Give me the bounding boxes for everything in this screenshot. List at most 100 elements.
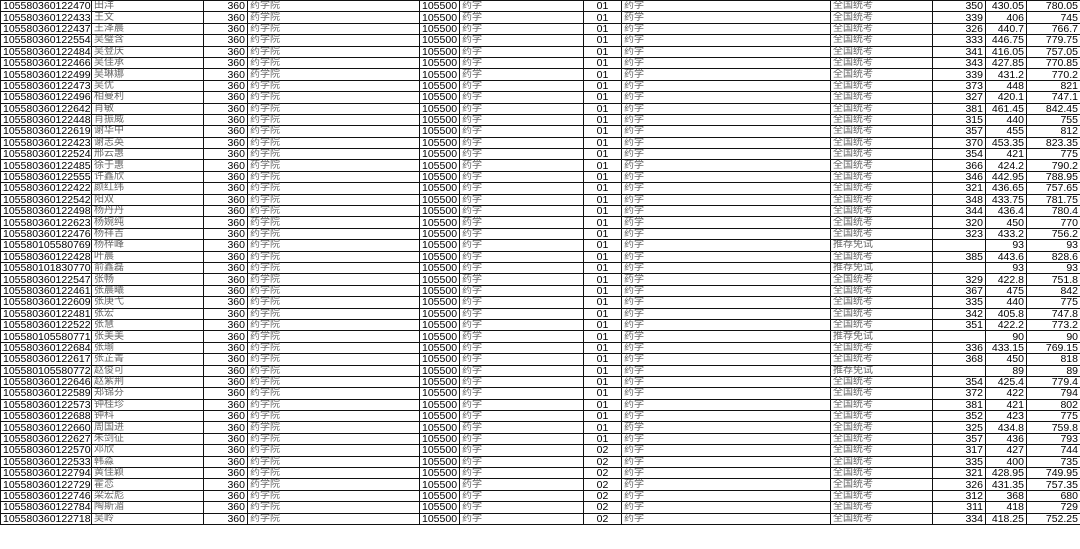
- cell-exam-type: 全国统考: [830, 341, 933, 355]
- cell-direction-code: 01: [583, 387, 622, 400]
- table-row: 105580360122688 钟科 360 药学院 105500 药学 01 药学 全国统考 3…: [0, 410, 1080, 423]
- cell-score-total: 842.45: [1026, 102, 1080, 115]
- cell-direction: 药学: [621, 284, 831, 298]
- cell-score-total: 781.75: [1026, 193, 1080, 207]
- cell-id: 105580360122423: [0, 136, 92, 150]
- cell-score-retest: 406: [985, 11, 1027, 24]
- cell-exam-type: 全国统考: [830, 68, 933, 81]
- cell-id: 105580360122466: [0, 56, 92, 70]
- cell-major: 药学: [459, 501, 584, 514]
- cell-school: 药学院: [247, 387, 420, 400]
- cell-school-code: 360: [203, 239, 248, 252]
- cell-direction: 药学: [621, 56, 831, 70]
- cell-direction-code: 01: [583, 91, 622, 104]
- cell-major-code: 105500: [419, 341, 460, 355]
- cell-score-initial: 366: [932, 159, 986, 172]
- table-row: 105580360122589 郑锦芬 360 药学院 105500 药学 01 药学 全国统考…: [0, 387, 1080, 400]
- cell-score-initial: 357: [932, 432, 986, 446]
- cell-name: 杨丹丹: [91, 205, 204, 218]
- cell-name: 郑锦芬: [91, 387, 204, 400]
- cell-direction: 药学: [621, 216, 831, 229]
- cell-score-initial: [932, 261, 986, 275]
- cell-major: 药学: [459, 68, 584, 81]
- cell-school: 药学院: [247, 296, 420, 309]
- cell-major-code: 105500: [419, 501, 460, 514]
- cell-score-initial: 370: [932, 136, 986, 150]
- table-row: 105580360122470 田洋 360 药学院 105500 药学 01 药学 全国统考 3…: [0, 0, 1080, 13]
- cell-major-code: 105500: [419, 387, 460, 400]
- cell-score-retest: 455: [985, 125, 1027, 138]
- cell-major: 药学: [459, 261, 584, 275]
- cell-score-retest: 427.85: [985, 56, 1027, 70]
- cell-school-code: 360: [203, 102, 248, 115]
- cell-score-retest: 418.25: [985, 512, 1027, 525]
- cell-school: 药学院: [247, 216, 420, 229]
- cell-direction: 药学: [621, 398, 831, 412]
- cell-score-initial: 357: [932, 125, 986, 138]
- cell-direction-code: 02: [583, 466, 622, 480]
- cell-school-code: 360: [203, 79, 248, 93]
- cell-school-code: 360: [203, 307, 248, 320]
- cell-score-retest: 436.65: [985, 182, 1027, 195]
- table-row: 105580360122522 张慧 360 药学院 105500 药学 01 药学 全国统考 3…: [0, 318, 1080, 332]
- cell-score-total: 812: [1026, 125, 1080, 138]
- cell-name: 赵俊可: [91, 364, 204, 377]
- cell-exam-type: 全国统考: [830, 11, 933, 24]
- cell-direction: 药学: [621, 455, 831, 469]
- cell-id: 105580360122481: [0, 307, 92, 320]
- cell-major-code: 105500: [419, 182, 460, 195]
- table-row: 105580360122437 王泽晨 360 药学院 105500 药学 01 药学 全国统考…: [0, 22, 1080, 36]
- cell-major-code: 105500: [419, 79, 460, 93]
- cell-score-retest: 93: [985, 239, 1027, 252]
- cell-id: 105580105580769: [0, 239, 92, 252]
- cell-exam-type: 推荐免试: [830, 239, 933, 252]
- cell-major-code: 105500: [419, 45, 460, 58]
- cell-name: 张芷菁: [91, 353, 204, 366]
- cell-score-retest: 405.8: [985, 307, 1027, 320]
- cell-major: 药学: [459, 0, 584, 13]
- cell-school-code: 360: [203, 250, 248, 264]
- cell-score-initial: 346: [932, 170, 986, 184]
- cell-score-total: 90: [1026, 330, 1080, 343]
- cell-score-retest: 431.35: [985, 478, 1027, 491]
- cell-school-code: 360: [203, 341, 248, 355]
- cell-score-retest: 446.75: [985, 34, 1027, 47]
- table-row: 105580360122524 邢云惠 360 药学院 105500 药学 01 药学 全国统考…: [0, 148, 1080, 161]
- cell-score-initial: 311: [932, 501, 986, 514]
- table-row: 105580360122542 阳双 360 药学院 105500 药学 01 药学 全国统考 3…: [0, 193, 1080, 207]
- cell-id: 105580360122461: [0, 284, 92, 298]
- cell-school: 药学院: [247, 353, 420, 366]
- cell-direction-code: 01: [583, 0, 622, 13]
- cell-name: 肖敏: [91, 102, 204, 115]
- table-row: 105580360122627 朱剑征 360 药学院 105500 药学 01 药学 全国统考…: [0, 432, 1080, 446]
- cell-direction-code: 01: [583, 193, 622, 207]
- cell-exam-type: 全国统考: [830, 410, 933, 423]
- cell-school: 药学院: [247, 170, 420, 184]
- cell-major: 药学: [459, 216, 584, 229]
- cell-exam-type: 全国统考: [830, 125, 933, 138]
- cell-school: 药学院: [247, 182, 420, 195]
- cell-direction-code: 02: [583, 512, 622, 525]
- cell-score-retest: 453.35: [985, 136, 1027, 150]
- cell-school-code: 360: [203, 159, 248, 172]
- cell-direction-code: 01: [583, 159, 622, 172]
- cell-school: 药学院: [247, 136, 420, 150]
- table-row: 105580360122498 杨丹丹 360 药学院 105500 药学 01 药学 全国统考…: [0, 205, 1080, 218]
- cell-score-total: 773.2: [1026, 318, 1080, 332]
- cell-major: 药学: [459, 341, 584, 355]
- cell-school-code: 360: [203, 421, 248, 434]
- table-row: 105580360122433 王文 360 药学院 105500 药学 01 药学 全国统考 3…: [0, 11, 1080, 24]
- cell-id: 105580360122422: [0, 182, 92, 195]
- cell-major: 药学: [459, 136, 584, 150]
- cell-school: 药学院: [247, 375, 420, 389]
- cell-score-retest: 416.05: [985, 45, 1027, 58]
- cell-direction-code: 01: [583, 182, 622, 195]
- cell-direction-code: 01: [583, 22, 622, 36]
- cell-direction-code: 01: [583, 148, 622, 161]
- cell-exam-type: 全国统考: [830, 56, 933, 70]
- cell-id: 105580360122485: [0, 159, 92, 172]
- cell-major-code: 105500: [419, 432, 460, 446]
- cell-id: 105580360122496: [0, 91, 92, 104]
- cell-major-code: 105500: [419, 296, 460, 309]
- cell-direction: 药学: [621, 501, 831, 514]
